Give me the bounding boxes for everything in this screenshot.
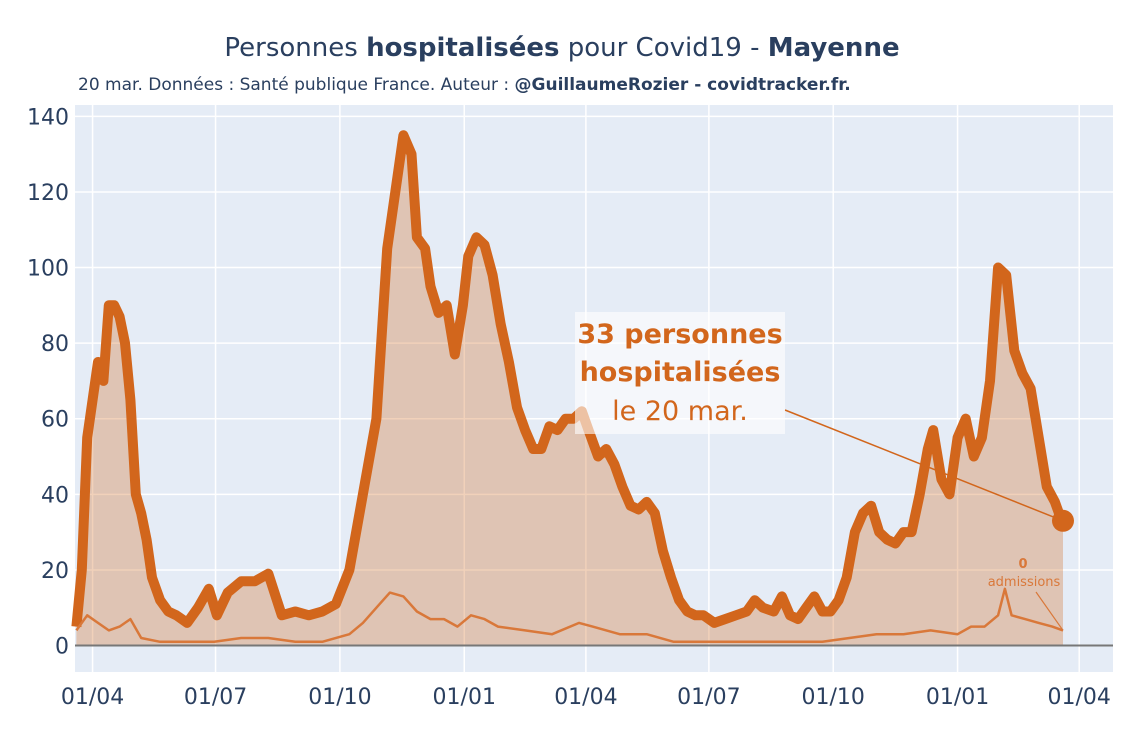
annotation: le 20 mar. <box>612 396 748 427</box>
y-tick-label: 20 <box>41 559 69 584</box>
annotation: admissions <box>988 575 1061 590</box>
x-tick-label: 01/04 <box>61 685 124 710</box>
annotation: 33 personnes <box>577 319 782 350</box>
marks: 33 personnes hospitalisées le 20 mar. 0 admi… <box>71 130 1113 647</box>
grid <box>75 105 1113 672</box>
y-tick-label: 120 <box>27 181 69 206</box>
subtitle-part: 20 mar. Données : Santé publique France.… <box>78 75 515 95</box>
title-part: Personnes <box>224 33 366 63</box>
title-part: Mayenne <box>768 33 900 63</box>
x-tick-label: 01/04 <box>554 685 617 710</box>
title-part: hospitalisées <box>366 33 559 63</box>
line <box>75 587 1064 644</box>
subtitle: 20 mar. Données : Santé publique France.… <box>78 75 851 95</box>
x-tick-label: 01/10 <box>802 685 865 710</box>
x-tick-label: 01/01 <box>433 685 496 710</box>
area <box>76 135 1063 646</box>
title-part: pour Covid19 - <box>559 33 767 63</box>
y-tick-label: 140 <box>27 105 69 130</box>
x-tick-label: 01/07 <box>677 685 740 710</box>
x-tick-label: 01/01 <box>926 685 989 710</box>
last-point <box>1051 509 1074 532</box>
chart-title: Personnes hospitalisées pour Covid19 - M… <box>224 33 899 63</box>
annotation: 0 <box>1018 557 1027 572</box>
annotation-box <box>575 312 785 434</box>
subtitle-part: @GuillaumeRozier - covidtracker.fr. <box>515 75 851 95</box>
x-tick-label: 01/07 <box>184 685 247 710</box>
y-tick-label: 80 <box>41 332 69 357</box>
y-tick-label: 40 <box>41 483 69 508</box>
y-tick-label: 100 <box>27 257 69 282</box>
annotation-arrow <box>1035 591 1064 631</box>
annotation-arrow <box>784 409 1064 522</box>
x-tick-label: 01/10 <box>308 685 371 710</box>
y-tick-label: 60 <box>41 408 69 433</box>
annotation: hospitalisées <box>580 357 781 388</box>
y-tick-label: 0 <box>55 635 69 660</box>
x-tick-label: 01/04 <box>1048 685 1111 710</box>
